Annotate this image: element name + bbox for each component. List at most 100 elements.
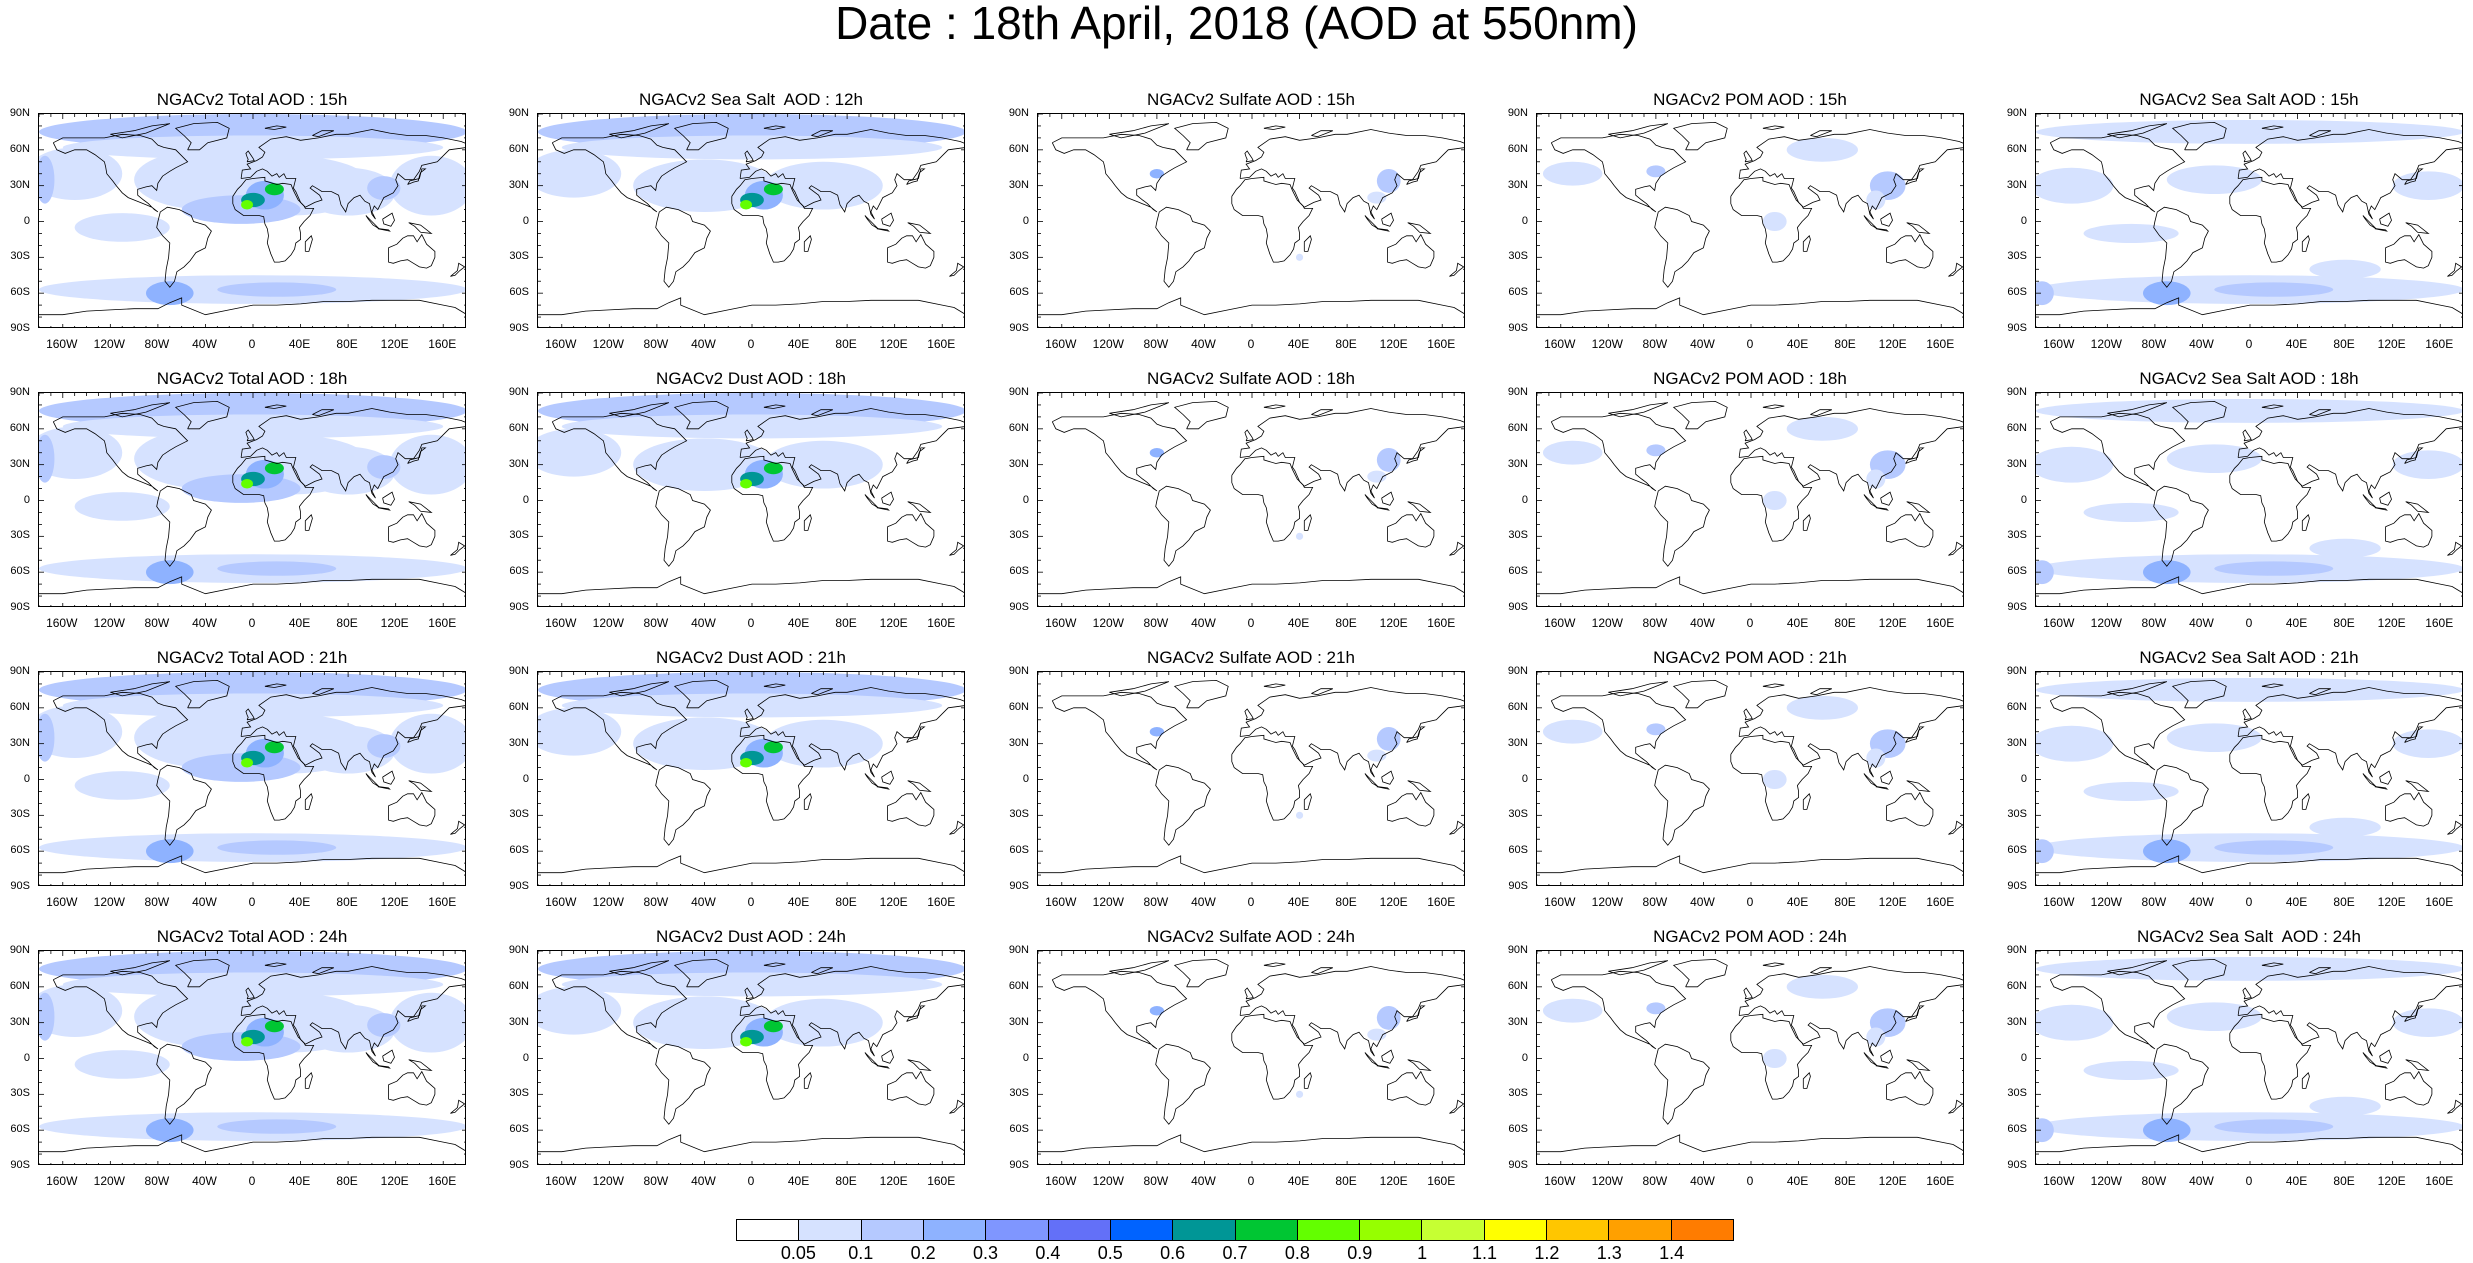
coastline <box>949 1099 964 1114</box>
aod-contour-region <box>62 414 444 439</box>
coastline <box>1875 228 1889 232</box>
lon-label: 40W <box>691 895 716 909</box>
lon-label: 80E <box>1834 895 1856 909</box>
coastline <box>2309 967 2331 975</box>
lon-label: 160E <box>1427 895 1456 909</box>
coastline <box>1886 791 1934 827</box>
lat-label: 60S <box>509 286 529 299</box>
coastline <box>1948 820 1963 835</box>
coastline <box>2242 708 2252 721</box>
aod-contour-region <box>1646 1002 1666 1015</box>
lon-label: 160E <box>428 337 457 351</box>
panel-title: NGACv2 Total AOD : 21h <box>156 648 348 667</box>
colorbar-swatch <box>1360 1220 1423 1240</box>
panel-title: NGACv2 POM AOD : 18h <box>1653 369 1847 388</box>
coastline <box>1038 855 1464 874</box>
lat-label: 0 <box>522 493 529 506</box>
aod-contour-region <box>241 1037 253 1047</box>
coastline <box>1406 447 1426 464</box>
coastline <box>1762 683 1785 688</box>
lon-label: 80W <box>1143 1174 1169 1188</box>
map-plot-area <box>38 113 466 328</box>
lon-label: 160E <box>1926 616 1955 630</box>
lon-label: 120E <box>2377 616 2406 630</box>
lon-label: 80E <box>336 1174 358 1188</box>
lat-label: 30S <box>509 250 529 263</box>
lat-label: 30S <box>2007 250 2027 263</box>
colorbar-swatch <box>1609 1220 1672 1240</box>
lon-label: 160W <box>545 616 577 630</box>
lon-label: 120E <box>1379 337 1408 351</box>
lon-label: 40E <box>288 616 311 630</box>
lon-label: 80E <box>1335 1174 1357 1188</box>
aod-contour-region <box>264 741 284 754</box>
coastline <box>887 1070 935 1106</box>
aod-contour-region <box>2166 444 2262 474</box>
lon-label: 120E <box>380 895 409 909</box>
lon-label: 160W <box>1045 616 1077 630</box>
lon-label: 40E <box>1786 337 1809 351</box>
lon-label: 120W <box>93 337 125 351</box>
coastline <box>2404 1005 2424 1022</box>
lon-label: 160E <box>927 1174 956 1188</box>
coastline <box>1263 404 1286 409</box>
colorbar-swatch <box>1048 1220 1111 1240</box>
coastline <box>811 967 833 975</box>
lat-label: 90N <box>508 386 529 398</box>
aod-contour-region <box>146 560 194 585</box>
coastline <box>1173 400 1229 430</box>
coastline <box>1155 1043 1211 1125</box>
lat-label: 60S <box>1508 286 1528 299</box>
map-plot-area <box>1536 113 1964 328</box>
coastline <box>1173 679 1229 709</box>
aod-contour-region <box>2036 167 2114 204</box>
coastline <box>52 412 189 492</box>
coastline <box>2405 1059 2430 1071</box>
aod-contour-region <box>2036 560 2054 585</box>
coastline <box>2385 791 2433 827</box>
coastline <box>1886 233 1934 269</box>
lon-label: 40E <box>288 895 311 909</box>
lat-label: 90N <box>1507 107 1528 119</box>
aod-contour-region <box>2309 1096 2381 1116</box>
coastline <box>2309 688 2331 696</box>
lon-label: 80W <box>2141 616 2167 630</box>
coastline <box>1311 688 1333 696</box>
coastline <box>1810 130 1832 138</box>
coastline <box>1231 734 1314 821</box>
colorbar-label: 0.6 <box>1160 1243 1186 1263</box>
lat-label: 0 <box>1521 214 1528 227</box>
coastline <box>240 129 465 220</box>
coastline <box>1875 786 1889 790</box>
aod-contour-region <box>1295 811 1304 819</box>
lon-label: 0 <box>2245 337 2253 351</box>
colorbar-label: 1.3 <box>1596 1243 1622 1263</box>
lat-label: 60N <box>9 421 30 434</box>
map-plot-area <box>2035 392 2463 607</box>
panel-title: NGACv2 POM AOD : 21h <box>1653 648 1847 667</box>
coastline <box>174 958 230 988</box>
coastline <box>1239 129 1464 220</box>
aod-contour-region <box>217 840 337 855</box>
coastline <box>1762 404 1785 409</box>
coastline <box>2242 429 2252 442</box>
aod-contour-region <box>2309 538 2381 558</box>
coastline <box>2107 123 2167 139</box>
lon-label: 160W <box>2043 1174 2075 1188</box>
lon-label: 40W <box>691 1174 716 1188</box>
aod-contour-region <box>39 147 123 200</box>
aod-contour-region <box>1149 726 1165 737</box>
lat-label: 90N <box>508 665 529 677</box>
aod-contour-region <box>2036 119 2462 144</box>
lon-label: 40W <box>2189 337 2214 351</box>
coastline <box>1608 402 1668 418</box>
map-plot-area <box>537 950 965 1165</box>
aod-contour-region <box>2036 677 2462 702</box>
coastline <box>1406 168 1426 185</box>
coastline <box>1906 222 1931 234</box>
aod-contour-region <box>2309 817 2381 837</box>
aod-contour-region <box>74 1050 170 1079</box>
lon-label: 120E <box>380 337 409 351</box>
aod-contour-region <box>367 734 401 758</box>
map-panel: NGACv2 Sea Salt AOD : 12h 90N 60N 30N 0 30S 60… <box>499 90 989 360</box>
